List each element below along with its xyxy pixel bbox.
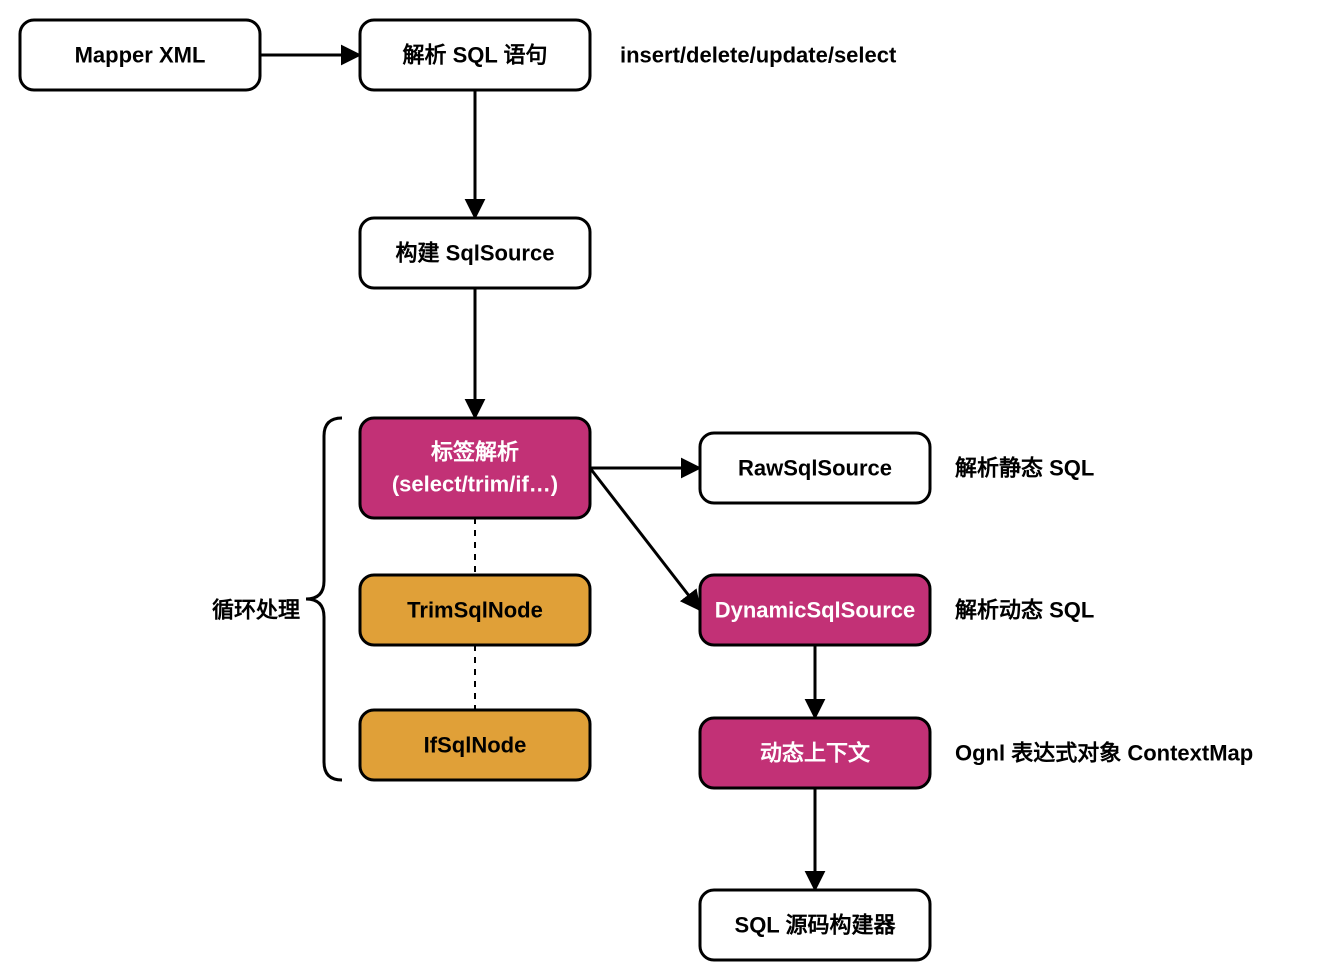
annotation-a3: 解析动态 SQL xyxy=(955,598,1094,623)
node-raw_sqlsource: RawSqlSource xyxy=(700,433,930,503)
node-trim_node-label: TrimSqlNode xyxy=(407,598,543,623)
flow-diagram: Mapper XML 解析 SQL 语句构建 SqlSource 标签解析 (sele… xyxy=(0,0,1326,978)
node-dyn_context: 动态上下文 xyxy=(700,718,930,788)
loop-brace xyxy=(306,418,342,780)
node-build_sqlsource: 构建 SqlSource xyxy=(360,218,590,288)
edge-tag_parse-dyn_sqlsource xyxy=(590,468,700,610)
node-dyn_sqlsource: DynamicSqlSource xyxy=(700,575,930,645)
node-build_sqlsource-label: 构建 SqlSource xyxy=(396,241,555,266)
node-sql_builder: SQL 源码构建器 xyxy=(700,890,930,960)
annotation-a2: 解析静态 SQL xyxy=(955,456,1094,481)
node-parse_sql-label: 解析 SQL 语句 xyxy=(402,43,547,68)
annotation-loop: 循环处理 xyxy=(212,598,300,623)
node-if_node-label: IfSqlNode xyxy=(424,733,527,758)
node-tag_parse: 标签解析 (select/trim/if…) xyxy=(360,418,590,518)
node-dyn_sqlsource-label: DynamicSqlSource xyxy=(715,598,916,623)
node-trim_node: TrimSqlNode xyxy=(360,575,590,645)
node-raw_sqlsource-label: RawSqlSource xyxy=(738,456,892,481)
node-sql_builder-label: SQL 源码构建器 xyxy=(735,913,897,938)
annotation-a1: insert/delete/update/select xyxy=(620,43,897,68)
node-tag_parse-label2: (select/trim/if…) xyxy=(392,472,558,497)
node-parse_sql: 解析 SQL 语句 xyxy=(360,20,590,90)
node-if_node: IfSqlNode xyxy=(360,710,590,780)
node-dyn_context-label: 动态上下文 xyxy=(760,741,871,766)
node-mapper_xml-label: Mapper XML xyxy=(75,43,206,68)
node-mapper_xml: Mapper XML xyxy=(20,20,260,90)
node-tag_parse-label: 标签解析 xyxy=(431,440,519,465)
annotation-a4: Ognl 表达式对象 ContextMap xyxy=(955,741,1253,766)
